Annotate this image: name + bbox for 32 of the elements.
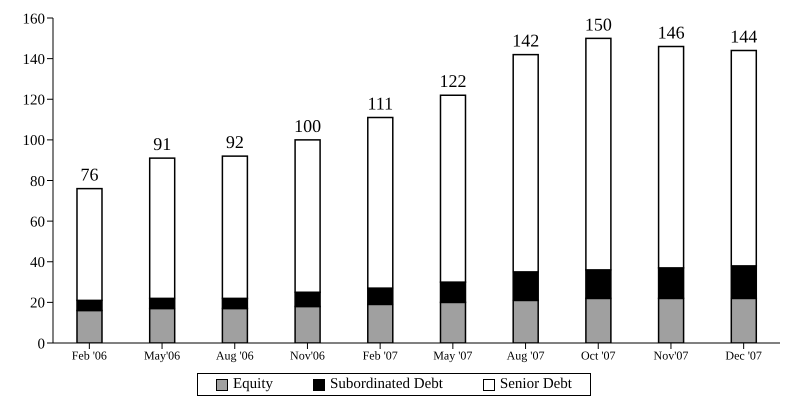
total-label: 122 — [439, 71, 466, 92]
x-tick-label: Nov'06 — [290, 348, 325, 363]
total-label: 150 — [584, 14, 612, 34]
x-tick-label: Oct '07 — [581, 348, 616, 363]
total-label: 142 — [512, 30, 540, 51]
total-label: 111 — [367, 94, 394, 114]
y-tick-label: 0 — [38, 336, 45, 352]
y-tick-label: 40 — [30, 255, 45, 272]
y-tick-label: 140 — [22, 52, 45, 68]
y-tick-label: 80 — [30, 174, 45, 190]
total-label: 92 — [226, 132, 244, 152]
y-tick-label: 60 — [30, 214, 45, 230]
total-label: 91 — [153, 134, 172, 154]
x-tick-label: May '07 — [433, 348, 472, 363]
y-tick-label: 20 — [30, 296, 45, 312]
x-tick-label: Aug '06 — [216, 348, 254, 363]
x-tick-label: Dec '07 — [725, 348, 762, 363]
x-tick-label: May'06 — [144, 348, 180, 363]
x-tick-label: Feb '07 — [362, 348, 398, 363]
x-tick-label: Nov'07 — [654, 348, 688, 363]
y-tick-label: 120 — [22, 92, 45, 109]
legend-label: Equity — [232, 376, 273, 393]
total-label: 146 — [658, 22, 685, 42]
total-label: 100 — [294, 116, 322, 136]
x-tick-label: Feb '06 — [72, 348, 107, 363]
legend-label: Senior Debt — [498, 376, 572, 393]
total-label: 144 — [730, 26, 758, 46]
x-tick-label: Aug '07 — [506, 348, 544, 363]
y-tick-label: 100 — [22, 133, 45, 150]
legend-label: Subordinated Debt — [329, 376, 443, 393]
total-label: 76 — [80, 164, 98, 185]
y-tick-label: 160 — [22, 11, 45, 28]
